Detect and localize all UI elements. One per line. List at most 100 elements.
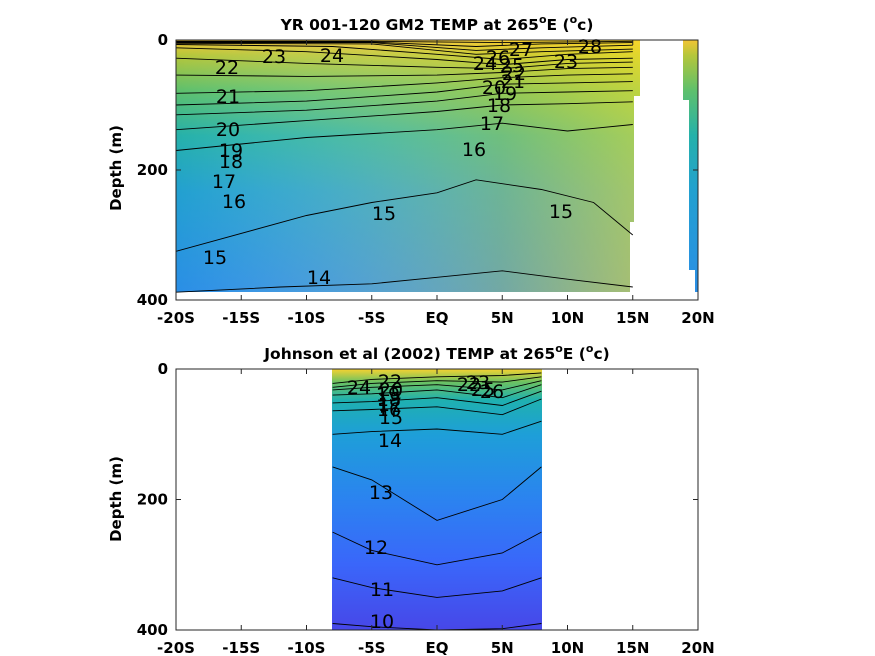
y-axis-label-bottom: Depth (m) (107, 456, 125, 542)
contour-label: 25 (500, 55, 524, 77)
contour-label: 18 (219, 151, 243, 173)
data-field-bottom (332, 369, 542, 630)
x-tick-label: -15S (222, 639, 260, 656)
panel-model-temperature: YR 001-120 GM2 TEMP at 265oE (oc) 28 2726… (107, 13, 715, 327)
title-bottom: Johnson et al (2002) TEMP at 265oE (oc) (263, 342, 609, 363)
contour-label: 19 (219, 140, 243, 162)
isotherm-lines-bottom (332, 372, 542, 630)
contour-label: 15 (372, 203, 396, 225)
x-tick-label: -10S (288, 639, 326, 656)
isotherm-lines-top (176, 40, 634, 293)
contour-label: 18 (377, 389, 401, 411)
x-tick-label: 15N (616, 309, 649, 327)
isotherm-11 (332, 577, 542, 598)
y-tick-label: 0 (158, 360, 168, 378)
x-tick-label: 5N (491, 309, 514, 327)
isotherm-20 (332, 380, 542, 391)
x-tick-label: -5S (358, 309, 385, 327)
contour-label: 14 (378, 430, 402, 452)
panel-observed-temperature: Johnson et al (2002) TEMP at 265oE (oc) … (107, 342, 715, 656)
y-tick-label: 0 (158, 31, 168, 49)
y-tick-label: 200 (137, 491, 168, 509)
isotherm-20 (176, 73, 633, 94)
title-top: YR 001-120 GM2 TEMP at 265oE (oc) (280, 13, 594, 34)
contour-label: 18 (487, 95, 511, 117)
isotherm-15 (176, 179, 634, 252)
data-field-top-warm (176, 40, 640, 292)
contour-label: 13 (369, 482, 393, 504)
contour-label: 15 (379, 407, 403, 429)
isotherm-19 (176, 81, 633, 106)
contour-label: 19 (376, 384, 400, 406)
contour-label: 20 (379, 379, 403, 401)
isotherm-24 (332, 372, 542, 384)
contour-label: 26 (486, 47, 510, 69)
contour-label: 20 (482, 77, 506, 99)
x-tick-label: 10N (551, 639, 584, 656)
contour-label: 17 (212, 171, 236, 193)
contour-label: 10 (370, 611, 394, 633)
data-field-top-east (683, 40, 698, 292)
contour-label: 25 (471, 379, 495, 401)
y-axis-label-top: Depth (m) (107, 125, 125, 211)
x-tick-label: -15S (222, 309, 260, 327)
x-tick-label: -20S (157, 639, 195, 656)
x-tick-label: 10N (551, 309, 584, 327)
contour-label: 16 (462, 139, 486, 161)
isotherm-16 (332, 390, 542, 406)
isotherm-22 (332, 376, 542, 388)
contour-label: 24 (347, 377, 371, 399)
contour-label: 21 (216, 86, 240, 108)
x-tick-label: -20S (157, 309, 195, 327)
isotherm-24 (176, 44, 633, 60)
isotherm-12 (332, 531, 542, 566)
isotherm-18 (332, 384, 542, 399)
isotherm-23 (176, 47, 633, 66)
x-tick-label: 20N (681, 639, 714, 656)
contour-label: 27 (509, 39, 533, 61)
x-tick-label: 20N (681, 309, 714, 327)
isotherm-13 (332, 466, 542, 521)
y-axis-top: 0 200 400 (137, 31, 698, 309)
contour-label: 16 (377, 399, 401, 421)
contour-label: 15 (549, 201, 573, 223)
contour-label: 23 (262, 46, 286, 68)
contour-label: 23 (466, 372, 490, 394)
contour-label: 14 (307, 267, 331, 289)
isotherm-16 (176, 122, 633, 151)
x-tick-label: EQ (426, 639, 449, 656)
contour-label: 28 (578, 36, 602, 58)
isotherm-17 (176, 101, 633, 131)
contour-label: 17 (378, 394, 402, 416)
contour-label: 12 (364, 537, 388, 559)
contour-label: 21 (501, 71, 525, 93)
contour-label: 22 (378, 371, 402, 393)
x-tick-label: -5S (358, 639, 385, 656)
x-tick-label: -10S (288, 309, 326, 327)
isotherm-21 (176, 66, 633, 77)
contour-label: 22 (502, 63, 526, 85)
isotherm-14 (176, 270, 633, 293)
contour-label: 15 (203, 247, 227, 269)
contour-label: 24 (473, 53, 497, 75)
x-tick-label: 15N (616, 639, 649, 656)
contour-label: 19 (493, 83, 517, 105)
contour-label: 17 (480, 113, 504, 135)
contour-label: 26 (480, 381, 504, 403)
y-tick-label: 400 (137, 621, 168, 639)
contour-label: 23 (554, 51, 578, 73)
contour-label: 20 (216, 119, 240, 141)
x-tick-label: 5N (491, 639, 514, 656)
contour-label: 16 (222, 191, 246, 213)
isotherm-10 (332, 623, 542, 630)
x-tick-label: EQ (426, 309, 449, 327)
isotherm-18 (176, 90, 633, 116)
isotherm-22 (176, 57, 633, 70)
contour-label: 24 (320, 45, 344, 67)
y-tick-label: 200 (137, 161, 168, 179)
y-axis-bottom: 0 200 400 (137, 360, 698, 639)
isotherm-15 (332, 398, 542, 416)
